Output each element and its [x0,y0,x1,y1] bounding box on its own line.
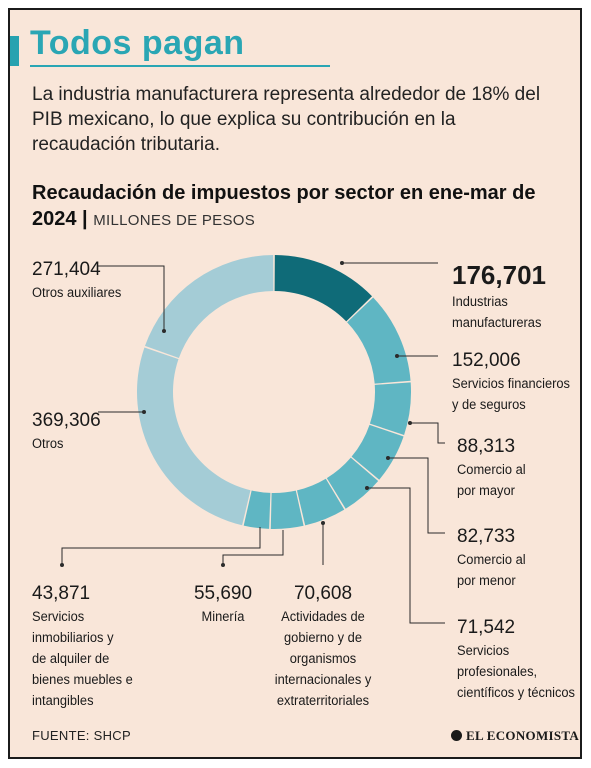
leader-dot [365,486,369,490]
infographic-card: Todos pagan La industria manufacturera r… [8,8,582,759]
donut-slice [144,255,274,359]
data-label-category: Otros auxiliares [32,285,122,301]
data-label-value: 55,690 [194,583,252,604]
title-underline [30,65,330,67]
donut-slice [326,457,379,509]
data-label-value: 369,306 [32,410,101,431]
leader-dot [408,421,412,425]
data-label-category: científicos y técnicos [457,685,575,701]
data-label-category: por menor [457,573,516,589]
data-label-value: 71,542 [457,617,515,638]
data-label-value: 271,404 [32,259,101,280]
leader-line [222,530,284,565]
page-title: Todos pagan [30,24,245,62]
donut-slice [243,490,271,529]
data-label-category: y de seguros [452,397,526,413]
data-label-category: Servicios [457,643,509,659]
data-label-category: Minería [202,609,245,625]
donut-slice [270,490,304,529]
data-label-category: Industrias [452,294,508,310]
data-label-category: de alquiler de [32,651,109,667]
leader-line [410,422,445,444]
donut-slice [369,382,411,435]
brand-mark-icon [451,730,462,741]
chart-title: Recaudación de impuestos por sector en e… [32,182,536,230]
leader-dot [340,261,344,265]
title-accent-bar [10,36,19,66]
data-label-category: Otros [32,436,64,452]
leader-line [388,457,445,534]
data-label-category: Comercio al [457,552,526,568]
page-subtitle: La industria manufacturera representa al… [32,84,541,155]
data-label-category: inmobiliarios y [32,630,114,646]
data-label-category: Comercio al [457,462,526,478]
source-note: FUENTE: SHCP [32,728,131,743]
data-label-value: 82,733 [457,526,515,547]
data-label-category: intangibles [32,693,94,709]
leader-line [367,487,445,624]
chart-unit: MILLONES DE PESOS [93,212,256,229]
leader-line [61,527,261,565]
leader-dot [60,563,64,567]
leader-dot [321,521,325,525]
data-label-category: manufactureras [452,315,542,331]
data-label-category: extraterritoriales [277,693,370,709]
data-label-category: internacionales y [275,672,372,688]
chart-title-text: Recaudación de impuestos por sector en e… [32,182,536,230]
donut-slice [296,478,345,526]
donut-chart: 176,701 Industrias manufactureras 152,006 Se… [32,255,575,709]
data-label-category: bienes muebles e [32,672,133,688]
leader-dot [162,329,166,333]
data-label-value: 70,608 [294,583,352,604]
data-label-value: 43,871 [32,583,90,604]
data-label-value: 152,006 [452,350,521,371]
data-label-category: Actividades de [281,609,365,625]
data-label-category: profesionales, [457,664,537,680]
leader-dot [386,456,390,460]
brand-name: EL ECONOMISTA [466,728,580,743]
data-label-category: gobierno y de [284,630,362,646]
data-label-category: por mayor [457,483,515,499]
leader-dot [395,354,399,358]
data-label-value: 176,701 [452,260,546,290]
data-label-category: Servicios financieros [452,376,570,392]
leader-dot [142,410,146,414]
leader-dot [221,563,225,567]
donut-slice [351,424,404,480]
donut-slice [347,297,411,384]
donut-slice [274,255,373,322]
leader-line [98,265,165,331]
brand-logo: EL ECONOMISTA [451,728,579,744]
data-label-category: Servicios [32,609,84,625]
donut-slice [137,347,251,526]
data-label-category: organismos [290,651,357,667]
data-label-value: 88,313 [457,436,515,457]
